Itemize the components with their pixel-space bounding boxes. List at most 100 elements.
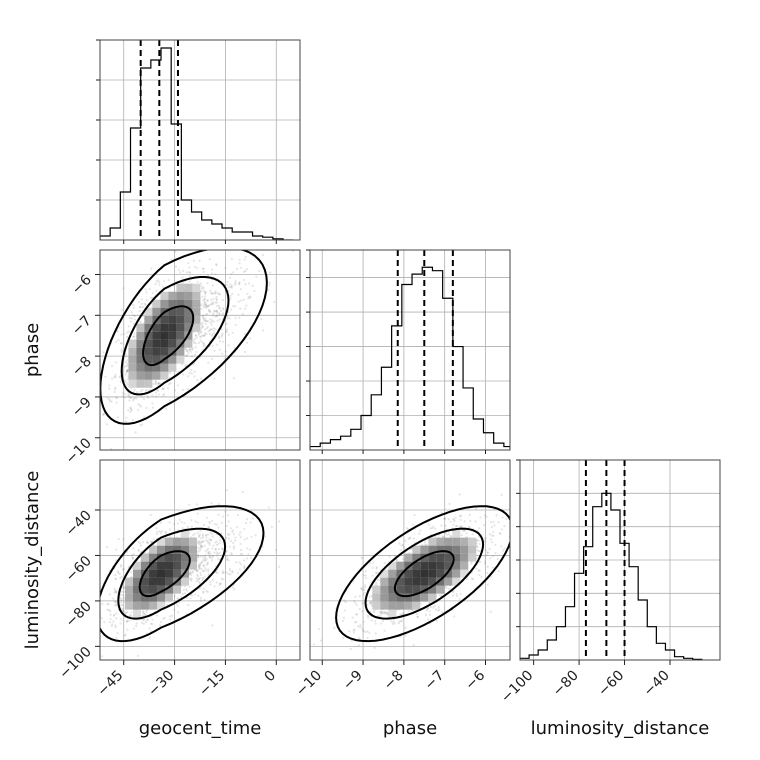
sample-point — [372, 611, 375, 614]
sample-point — [92, 615, 94, 617]
sample-point — [100, 655, 103, 658]
sample-point — [113, 591, 116, 594]
sample-point — [225, 328, 229, 331]
density-cell — [176, 323, 185, 332]
density-cell — [181, 561, 190, 570]
sample-point — [483, 562, 487, 565]
sample-point — [225, 322, 228, 325]
histogram-luminosity_distance — [520, 460, 720, 660]
density-cell — [157, 545, 166, 554]
sample-point — [392, 620, 395, 624]
sample-point — [115, 396, 118, 400]
sample-point — [133, 388, 136, 391]
sample-point — [197, 539, 200, 543]
sample-point — [201, 325, 205, 328]
sample-point — [132, 335, 135, 338]
sample-point — [192, 534, 195, 537]
density-cell — [176, 291, 185, 300]
sample-point — [199, 545, 203, 549]
sample-point — [106, 546, 109, 549]
sample-point — [143, 416, 146, 419]
sample-point — [198, 580, 201, 583]
sample-point — [124, 612, 127, 615]
sample-point — [229, 552, 232, 555]
sample-point — [510, 509, 512, 511]
sample-point — [202, 536, 205, 539]
contour-level-2 — [364, 527, 485, 620]
sample-point — [370, 619, 374, 622]
sample-point — [468, 513, 471, 516]
sample-point — [126, 359, 129, 362]
sample-point — [137, 548, 140, 551]
sample-point — [242, 564, 246, 567]
sample-point — [423, 541, 426, 544]
sample-point — [214, 301, 217, 304]
density-cell — [176, 331, 185, 340]
sample-point — [199, 563, 202, 567]
sample-point — [145, 299, 148, 302]
sample-point — [203, 334, 206, 337]
density-cell — [128, 363, 137, 372]
sample-point — [363, 588, 366, 591]
density-cell — [404, 553, 413, 562]
sample-point — [245, 518, 249, 521]
density-cell — [181, 537, 190, 546]
sample-point — [127, 409, 130, 412]
sample-point — [216, 523, 219, 526]
sample-point — [110, 400, 113, 403]
sample-point — [443, 517, 446, 520]
sample-point — [193, 337, 197, 340]
sample-point — [205, 332, 208, 335]
sample-point — [132, 335, 135, 338]
sample-point — [196, 578, 200, 581]
sample-point — [118, 572, 121, 575]
density-cell — [176, 355, 185, 364]
sample-point — [374, 632, 377, 635]
density-cell — [133, 601, 142, 610]
sample-point — [147, 396, 150, 400]
sample-point — [170, 258, 173, 261]
sample-point — [239, 549, 243, 552]
sample-point — [148, 627, 151, 630]
sample-point — [206, 299, 209, 302]
sample-point — [447, 587, 451, 590]
sample-point — [218, 307, 221, 310]
density-cell — [152, 347, 161, 356]
sample-point — [398, 542, 401, 545]
sample-point — [208, 309, 211, 313]
sample-point — [211, 578, 214, 582]
sample-point — [232, 541, 235, 544]
ytick-label-luminosity_distance: −40 — [63, 508, 95, 540]
density-cell — [184, 291, 193, 300]
sample-point — [477, 569, 480, 572]
density-cell — [189, 537, 198, 546]
sample-point — [220, 521, 223, 524]
sample-point — [221, 340, 224, 343]
sample-point — [246, 547, 249, 550]
sample-point — [142, 397, 146, 401]
sample-point — [209, 329, 212, 332]
density-cell — [444, 561, 453, 570]
sample-point — [221, 332, 224, 335]
sample-point — [220, 577, 223, 580]
sample-point — [133, 396, 137, 400]
sample-point — [199, 571, 202, 574]
density-cell — [436, 577, 445, 586]
density-cell — [452, 561, 461, 570]
sample-point — [383, 610, 386, 613]
sample-point — [131, 557, 134, 561]
sample-point — [89, 397, 91, 399]
sample-point — [368, 631, 371, 635]
sample-point — [113, 599, 116, 603]
sample-point — [500, 545, 503, 548]
sample-point — [197, 565, 200, 568]
sample-point — [125, 420, 128, 423]
sample-point — [204, 303, 208, 306]
sample-point — [216, 291, 219, 295]
sample-point — [148, 636, 152, 639]
sample-point — [158, 530, 161, 533]
sample-point — [244, 255, 247, 259]
sample-point — [433, 604, 437, 608]
sample-point — [227, 520, 230, 523]
density-cell — [396, 561, 405, 570]
